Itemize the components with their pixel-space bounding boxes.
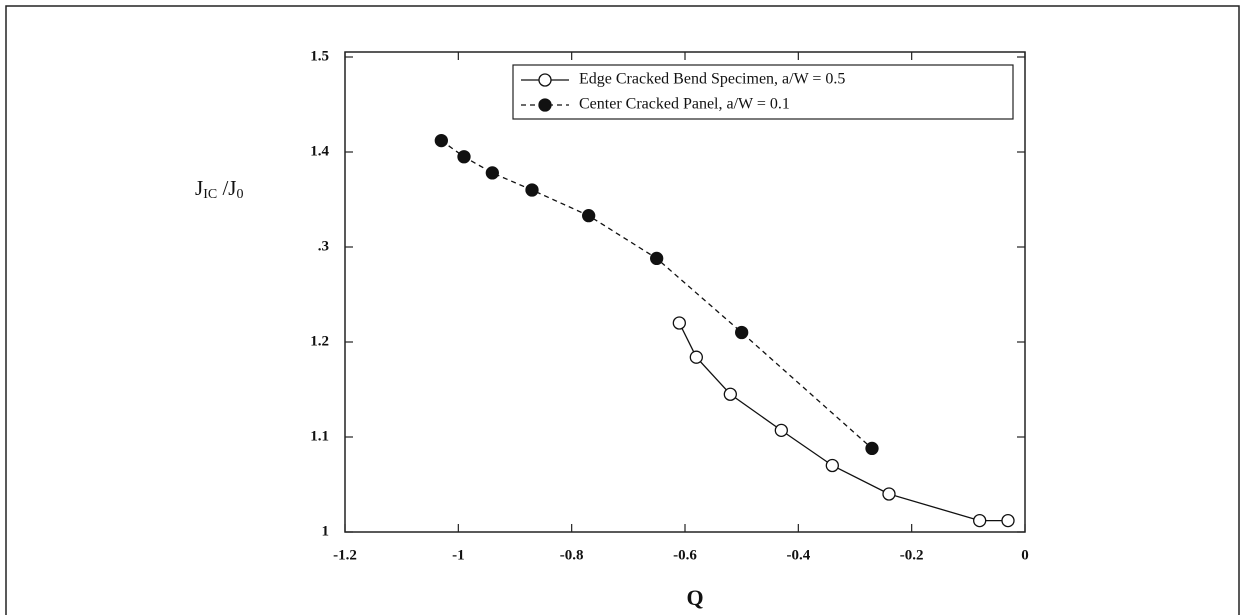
data-point — [865, 441, 879, 456]
plot-area — [344, 51, 1026, 533]
x-tick-label: -1.2 — [333, 547, 357, 563]
data-point — [735, 325, 749, 340]
y-tick-label: .3 — [318, 238, 329, 254]
y-tick-label: 1.2 — [310, 333, 329, 349]
y-axis-label: JIC /J0 — [195, 176, 243, 202]
series-line — [678, 322, 1008, 522]
data-point — [825, 458, 839, 473]
y-axis-label-part: /J — [217, 176, 236, 200]
data-point — [1001, 513, 1015, 528]
data-point — [434, 133, 448, 148]
data-point — [672, 316, 686, 330]
data-point — [882, 487, 896, 501]
x-tick-label: -0.8 — [560, 547, 584, 563]
data-point — [973, 513, 987, 528]
legend-box — [512, 64, 1014, 120]
data-point — [485, 166, 499, 180]
y-tick-label: 1 — [322, 523, 330, 539]
x-tick-label: 0 — [1021, 547, 1029, 563]
y-tick-label: 1.1 — [310, 428, 329, 444]
legend-label: Edge Cracked Bend Specimen, a/W = 0.5 — [579, 71, 845, 88]
data-point — [723, 387, 737, 401]
data-point — [457, 150, 471, 164]
y-tick-label: 1.5 — [310, 48, 329, 64]
x-axis-label: Q — [686, 585, 703, 610]
y-axis-label-part: 0 — [236, 187, 243, 202]
x-tick-label: -0.6 — [673, 547, 697, 563]
data-point — [650, 251, 664, 266]
data-point — [689, 350, 703, 364]
x-tick-label: -0.2 — [900, 547, 924, 563]
y-axis-label-part: IC — [203, 187, 217, 202]
y-tick-label: 1.4 — [310, 143, 329, 159]
x-tick-label: -1 — [452, 547, 465, 563]
legend-marker — [538, 98, 552, 112]
data-point — [774, 423, 788, 438]
data-point — [582, 208, 596, 223]
series-line — [440, 140, 873, 449]
x-tick-label: -0.4 — [786, 547, 810, 563]
legend-marker — [538, 73, 552, 87]
y-axis-label-part: J — [195, 176, 203, 200]
legend-label: Center Cracked Panel, a/W = 0.1 — [579, 96, 790, 113]
data-point — [525, 183, 539, 197]
frame — [5, 5, 1240, 615]
